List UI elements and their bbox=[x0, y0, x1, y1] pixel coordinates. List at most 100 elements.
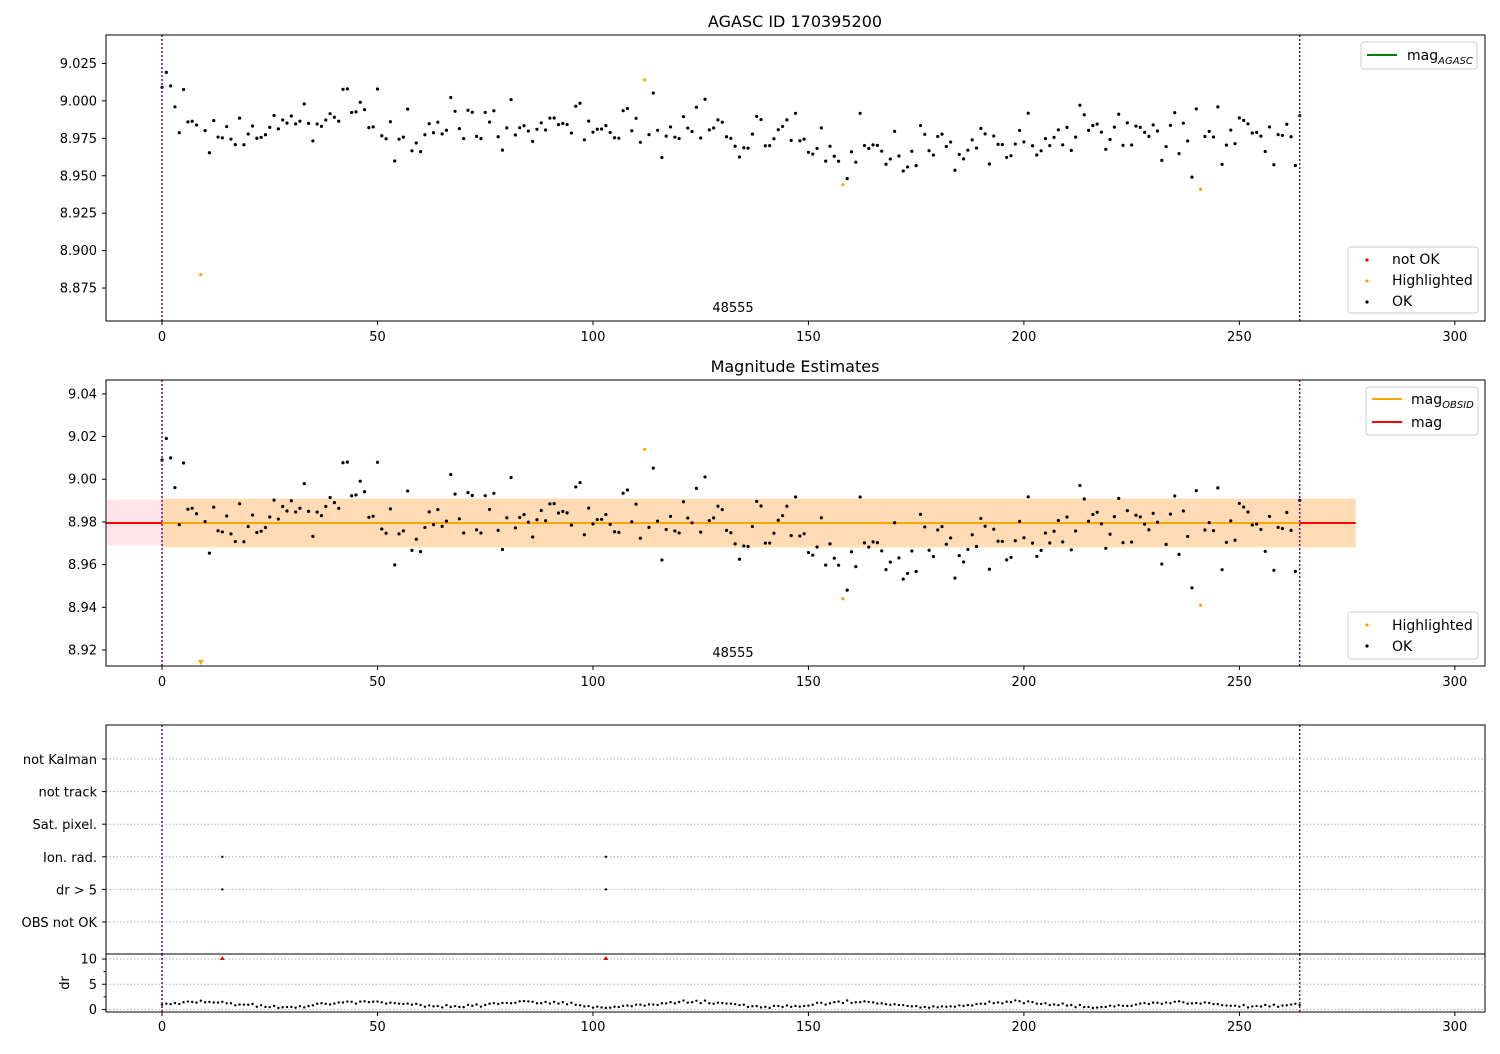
estimates-legend-highlighted-marker bbox=[1365, 623, 1369, 627]
dr-point bbox=[492, 1001, 496, 1005]
ok-point bbox=[1030, 144, 1035, 148]
dr-point bbox=[876, 1002, 879, 1005]
ok-point bbox=[1130, 540, 1134, 544]
ok-point bbox=[875, 143, 879, 147]
dr-point bbox=[725, 1002, 728, 1005]
dr-point bbox=[488, 1002, 491, 1005]
ok-point bbox=[462, 531, 466, 535]
ok-point bbox=[1104, 546, 1108, 550]
ok-point bbox=[203, 128, 207, 133]
dr-point bbox=[527, 1000, 530, 1003]
dr-point bbox=[789, 1005, 793, 1009]
ok-point bbox=[1142, 522, 1147, 526]
ok-point bbox=[604, 512, 608, 517]
dr-point bbox=[1208, 1001, 1211, 1005]
ok-point bbox=[957, 152, 961, 157]
dr-point bbox=[880, 1002, 883, 1005]
ok-point bbox=[1039, 149, 1043, 153]
dr-clipped-marker bbox=[603, 956, 609, 960]
agasc-line-legend-box bbox=[1360, 41, 1478, 70]
dr-point bbox=[1139, 1002, 1142, 1005]
ok-point bbox=[970, 138, 974, 142]
ok-point bbox=[656, 519, 660, 523]
dr-point bbox=[1298, 1003, 1301, 1007]
dr-point bbox=[1108, 1004, 1112, 1007]
dr-point bbox=[190, 1000, 194, 1004]
ok-point bbox=[953, 168, 957, 172]
ok-point bbox=[302, 482, 306, 486]
estimates-x-ticks: 0 50 100 150 200 250 300 bbox=[158, 666, 1467, 690]
dr-point bbox=[1065, 1004, 1069, 1007]
dr-point bbox=[708, 1002, 711, 1005]
ok-point bbox=[789, 138, 793, 143]
ok-point bbox=[828, 144, 832, 148]
ok-point bbox=[216, 135, 220, 139]
ok-point bbox=[242, 143, 246, 147]
ok-point bbox=[1289, 135, 1293, 139]
ok-point bbox=[806, 550, 811, 555]
y-tick-label: 8.96 bbox=[68, 558, 97, 573]
dr-point bbox=[1216, 1002, 1220, 1006]
ok-point bbox=[375, 87, 380, 91]
ok-point bbox=[871, 143, 875, 147]
ok-point bbox=[957, 553, 961, 558]
ok-point bbox=[634, 502, 638, 506]
flags-category-labels: not Kalman not track Sat. pixel. Ion. rad. d… bbox=[22, 753, 106, 931]
x-tick-label: 100 bbox=[581, 330, 606, 345]
ok-point bbox=[867, 545, 871, 549]
ok-point bbox=[858, 495, 862, 499]
ok-point bbox=[780, 124, 785, 129]
ok-point bbox=[582, 533, 586, 537]
ok-point bbox=[996, 142, 1000, 146]
y-tick-label: 8.875 bbox=[60, 282, 97, 297]
ok-point bbox=[371, 514, 375, 518]
highlighted-clipped-marker bbox=[197, 660, 204, 665]
ok-point bbox=[1255, 130, 1259, 134]
ok-point bbox=[418, 550, 423, 554]
dr-point bbox=[216, 1001, 220, 1004]
ok-point bbox=[246, 524, 250, 529]
dr-point bbox=[458, 1005, 461, 1009]
ok-point bbox=[1030, 541, 1035, 545]
ok-point bbox=[1125, 509, 1129, 513]
ok-point bbox=[539, 121, 543, 125]
dr-point bbox=[902, 1003, 905, 1007]
ok-point bbox=[272, 498, 276, 502]
ok-point bbox=[824, 159, 828, 163]
dr-point bbox=[587, 1004, 590, 1008]
ok-point bbox=[354, 493, 358, 497]
dr-point bbox=[759, 1006, 763, 1009]
ok-point bbox=[449, 472, 453, 477]
ok-point bbox=[970, 533, 974, 537]
ok-point bbox=[914, 163, 918, 168]
dr-point bbox=[303, 1006, 306, 1009]
ok-point bbox=[703, 97, 707, 101]
ok-point bbox=[569, 523, 574, 527]
y-tick-label: 9.025 bbox=[60, 57, 97, 72]
ok-point bbox=[1194, 489, 1198, 493]
ok-point bbox=[298, 506, 302, 510]
agasc-point-legend: not OK Highlighted OK bbox=[1347, 246, 1479, 314]
dr-point bbox=[1255, 1004, 1258, 1008]
dr-point bbox=[665, 1002, 668, 1005]
dr-point bbox=[281, 1006, 284, 1009]
dr-point bbox=[1151, 1001, 1155, 1004]
ok-point bbox=[406, 107, 410, 111]
ok-point bbox=[311, 534, 315, 538]
dr-point bbox=[307, 1004, 310, 1008]
ok-point bbox=[1035, 153, 1039, 157]
ok-point bbox=[190, 119, 194, 123]
dr-point bbox=[1186, 1002, 1189, 1005]
ok-point bbox=[949, 536, 953, 540]
ok-point bbox=[518, 126, 522, 130]
dr-point bbox=[1048, 1003, 1051, 1007]
flags-data-layer bbox=[106, 725, 1485, 954]
ok-point bbox=[220, 530, 224, 534]
ok-point bbox=[220, 136, 224, 140]
y-tick-label: 9.000 bbox=[60, 94, 97, 109]
ok-point bbox=[522, 513, 526, 517]
dr-point bbox=[772, 1004, 776, 1008]
dr-point bbox=[604, 1006, 608, 1010]
ok-point bbox=[1026, 495, 1030, 499]
ok-point bbox=[453, 492, 457, 496]
